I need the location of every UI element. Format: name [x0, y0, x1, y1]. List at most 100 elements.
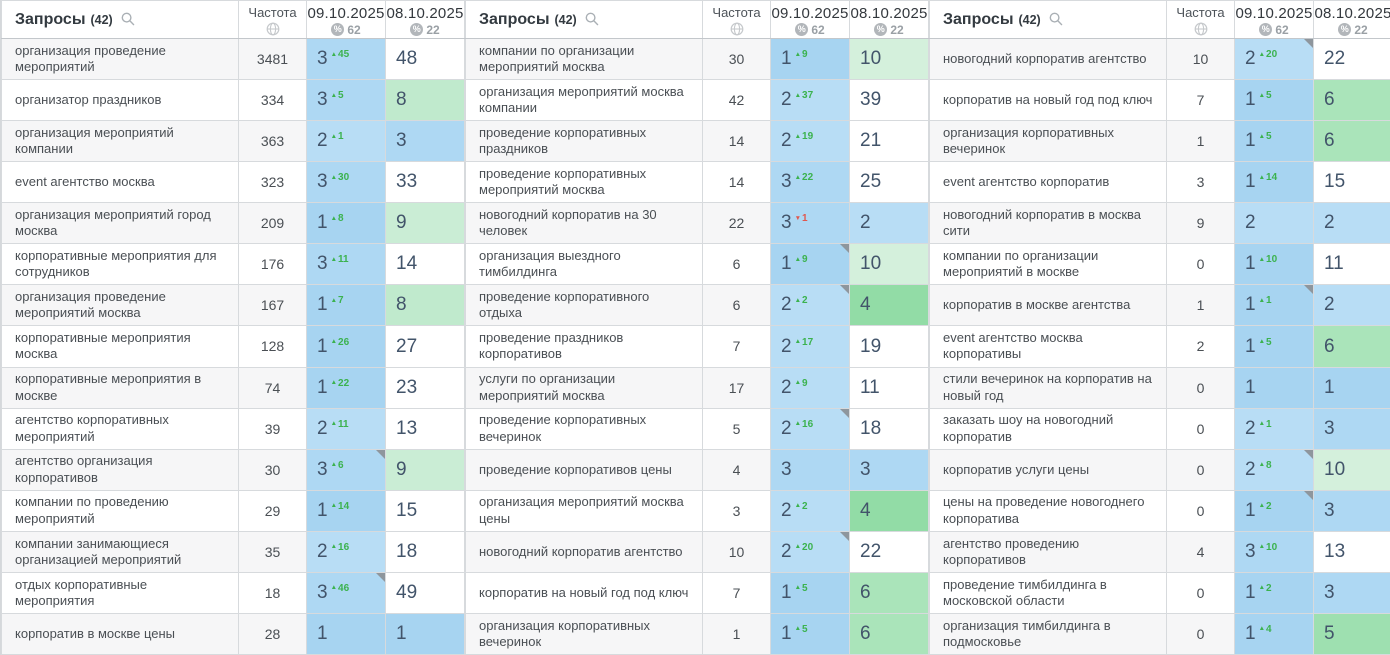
position-cell[interactable]: 220	[1234, 37, 1314, 81]
query-cell[interactable]: организация мероприятий москва цены	[465, 489, 703, 532]
query-cell[interactable]: проведение корпоративных мероприятий мос…	[465, 161, 703, 204]
position-cell[interactable]: 39	[849, 79, 929, 122]
position-cell[interactable]: 17	[306, 284, 386, 327]
query-cell[interactable]: стили вечеринок на корпоратив на новый г…	[929, 366, 1167, 409]
position-cell[interactable]: 29	[770, 366, 850, 409]
position-cell[interactable]: 31	[770, 202, 850, 245]
query-cell[interactable]: цены на проведение новогоднего корпорати…	[929, 489, 1167, 532]
query-cell[interactable]: отдых корпоративные мероприятия	[1, 571, 239, 614]
query-cell[interactable]: агентство корпоративных мероприятий	[1, 407, 239, 450]
query-cell[interactable]: event агентство москва	[1, 161, 239, 204]
position-cell[interactable]: 3	[1313, 571, 1390, 614]
date-column-header-1[interactable]: 09.10.2025 % 62	[1234, 0, 1314, 39]
query-cell[interactable]: организация корпоративных вечеринок	[929, 120, 1167, 163]
position-cell[interactable]: 22	[849, 530, 929, 573]
query-cell[interactable]: новогодний корпоратив на 30 человек	[465, 202, 703, 245]
position-cell[interactable]: 4	[849, 284, 929, 327]
position-cell[interactable]: 10	[1313, 448, 1390, 491]
query-cell[interactable]: агентство организация корпоративов	[1, 448, 239, 491]
query-cell[interactable]: организация проведение мероприятий	[1, 37, 239, 81]
position-cell[interactable]: 2	[1234, 202, 1314, 245]
query-cell[interactable]: организация мероприятий москва компании	[465, 79, 703, 122]
position-cell[interactable]: 1	[1313, 366, 1390, 409]
position-cell[interactable]: 3	[849, 448, 929, 491]
position-cell[interactable]: 19	[770, 37, 850, 81]
date-column-header-1[interactable]: 09.10.2025 % 62	[306, 0, 386, 39]
query-cell[interactable]: корпоратив на новый год под ключ	[929, 79, 1167, 122]
date-column-header-2[interactable]: 08.10.2025 % 22	[385, 0, 465, 39]
position-cell[interactable]: 15	[1313, 161, 1390, 204]
query-cell[interactable]: организация корпоративных вечеринок	[465, 612, 703, 655]
position-cell[interactable]: 3	[1313, 407, 1390, 450]
frequency-column-header[interactable]: Частота	[238, 0, 307, 39]
position-cell[interactable]: 9	[385, 202, 465, 245]
query-cell[interactable]: новогодний корпоратив агентство	[465, 530, 703, 573]
date-column-header-1[interactable]: 09.10.2025 % 62	[770, 0, 850, 39]
query-cell[interactable]: event агентство москва корпоративы	[929, 325, 1167, 368]
position-cell[interactable]: 15	[770, 571, 850, 614]
position-cell[interactable]: 1	[385, 612, 465, 655]
position-cell[interactable]: 216	[770, 407, 850, 450]
query-cell[interactable]: корпоратив в москве агентства	[929, 284, 1167, 327]
position-cell[interactable]: 346	[306, 571, 386, 614]
query-cell[interactable]: агентство проведению корпоративов	[929, 530, 1167, 573]
position-cell[interactable]: 12	[1234, 489, 1314, 532]
position-cell[interactable]: 18	[849, 407, 929, 450]
position-cell[interactable]: 14	[1234, 612, 1314, 655]
position-cell[interactable]: 11	[849, 366, 929, 409]
position-cell[interactable]: 237	[770, 79, 850, 122]
query-cell[interactable]: компании занимающиеся организацией мероп…	[1, 530, 239, 573]
search-icon[interactable]	[1049, 12, 1063, 26]
position-cell[interactable]: 4	[849, 489, 929, 532]
position-cell[interactable]: 33	[385, 161, 465, 204]
position-cell[interactable]: 311	[306, 243, 386, 286]
query-cell[interactable]: корпоративные мероприятия в москве	[1, 366, 239, 409]
query-cell[interactable]: проведение корпоративных праздников	[465, 120, 703, 163]
position-cell[interactable]: 322	[770, 161, 850, 204]
position-cell[interactable]: 114	[1234, 161, 1314, 204]
position-cell[interactable]: 3	[1313, 489, 1390, 532]
query-cell[interactable]: компании по проведению мероприятий	[1, 489, 239, 532]
position-cell[interactable]: 18	[385, 530, 465, 573]
query-cell[interactable]: проведение корпоративного отдыха	[465, 284, 703, 327]
position-cell[interactable]: 18	[306, 202, 386, 245]
position-cell[interactable]: 330	[306, 161, 386, 204]
position-cell[interactable]: 345	[306, 37, 386, 81]
query-cell[interactable]: корпоративные мероприятия для сотруднико…	[1, 243, 239, 286]
position-cell[interactable]: 1	[306, 612, 386, 655]
position-cell[interactable]: 6	[1313, 120, 1390, 163]
query-cell[interactable]: компании по организации мероприятий моск…	[465, 37, 703, 81]
query-cell[interactable]: корпоратив в москве цены	[1, 612, 239, 655]
position-cell[interactable]: 15	[1234, 79, 1314, 122]
position-cell[interactable]: 22	[770, 489, 850, 532]
position-cell[interactable]: 22	[770, 284, 850, 327]
position-cell[interactable]: 216	[306, 530, 386, 573]
position-cell[interactable]: 22	[1313, 37, 1390, 81]
queries-column-header[interactable]: Запросы (42)	[465, 0, 703, 39]
query-cell[interactable]: event агентство корпоратив	[929, 161, 1167, 204]
query-cell[interactable]: организация мероприятий город москва	[1, 202, 239, 245]
position-cell[interactable]: 21	[1234, 407, 1314, 450]
position-cell[interactable]: 11	[1234, 284, 1314, 327]
position-cell[interactable]: 14	[385, 243, 465, 286]
position-cell[interactable]: 36	[306, 448, 386, 491]
position-cell[interactable]: 2	[849, 202, 929, 245]
position-cell[interactable]: 10	[849, 243, 929, 286]
query-cell[interactable]: проведение корпоративов цены	[465, 448, 703, 491]
position-cell[interactable]: 13	[385, 407, 465, 450]
query-cell[interactable]: проведение корпоративных вечеринок	[465, 407, 703, 450]
position-cell[interactable]: 27	[385, 325, 465, 368]
frequency-column-header[interactable]: Частота	[1166, 0, 1235, 39]
query-cell[interactable]: организация мероприятий компании	[1, 120, 239, 163]
position-cell[interactable]: 23	[385, 366, 465, 409]
position-cell[interactable]: 15	[385, 489, 465, 532]
position-cell[interactable]: 25	[849, 161, 929, 204]
query-cell[interactable]: корпоратив на новый год под ключ	[465, 571, 703, 614]
position-cell[interactable]: 6	[849, 571, 929, 614]
position-cell[interactable]: 8	[385, 284, 465, 327]
query-cell[interactable]: корпоративные мероприятия москва	[1, 325, 239, 368]
position-cell[interactable]: 110	[1234, 243, 1314, 286]
query-cell[interactable]: компании по организации мероприятий в мо…	[929, 243, 1167, 286]
position-cell[interactable]: 310	[1234, 530, 1314, 573]
position-cell[interactable]: 28	[1234, 448, 1314, 491]
